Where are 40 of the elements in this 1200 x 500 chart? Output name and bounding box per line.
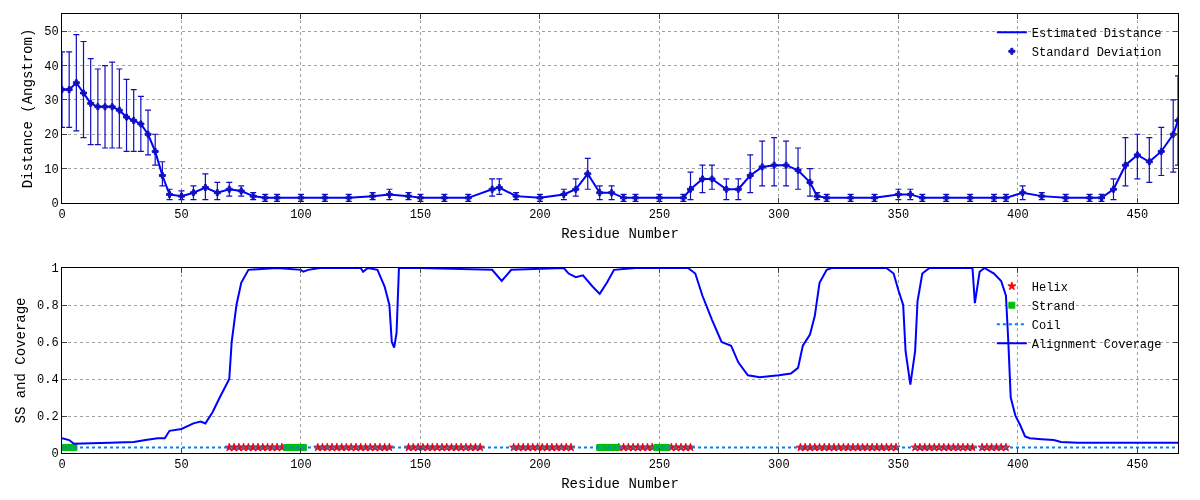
x-tick-label: 350 bbox=[887, 458, 910, 473]
x-tick-label: 400 bbox=[1007, 458, 1029, 473]
x-tick-label: 100 bbox=[290, 458, 312, 473]
x-tick-label: 250 bbox=[648, 208, 671, 223]
x-tick-label: 50 bbox=[174, 458, 189, 473]
y-axis-title: Distance (Angstrom) bbox=[19, 28, 36, 189]
x-tick-label: 450 bbox=[1126, 208, 1149, 223]
y-tick-label: 10 bbox=[44, 162, 59, 177]
y-tick-label: 0.4 bbox=[36, 373, 59, 388]
y-tick-label: 1 bbox=[51, 262, 59, 277]
legend-label: Alignment Coverage bbox=[1031, 337, 1162, 352]
x-tick-label: 250 bbox=[648, 458, 671, 473]
x-axis-title: Residue Number bbox=[561, 475, 679, 492]
x-axis-title: Residue Number bbox=[561, 225, 679, 242]
y-tick-label: 40 bbox=[44, 59, 59, 74]
legend-label: Standard Deviation bbox=[1031, 45, 1162, 60]
y-tick-label: 0.8 bbox=[36, 299, 59, 314]
legend-label: Coil bbox=[1031, 318, 1061, 333]
x-tick-label: 150 bbox=[409, 208, 432, 223]
x-tick-label: 200 bbox=[529, 458, 551, 473]
x-tick-label: 300 bbox=[768, 208, 790, 223]
x-tick-label: 50 bbox=[174, 208, 189, 223]
y-tick-label: 0.2 bbox=[36, 410, 59, 425]
x-tick-label: 400 bbox=[1007, 208, 1029, 223]
legend-label: Estimated Distance bbox=[1031, 26, 1162, 41]
x-tick-label: 100 bbox=[290, 208, 312, 223]
x-tick-label: 300 bbox=[768, 458, 790, 473]
y-tick-label: 30 bbox=[44, 94, 59, 109]
x-tick-label: 350 bbox=[887, 208, 910, 223]
y-tick-label: 0.6 bbox=[36, 336, 59, 351]
y-tick-label: 50 bbox=[44, 25, 59, 40]
y-tick-label: 0 bbox=[51, 197, 59, 212]
x-tick-label: 150 bbox=[409, 458, 432, 473]
y-tick-label: 20 bbox=[44, 128, 59, 143]
x-tick-label: 450 bbox=[1126, 458, 1149, 473]
x-tick-label: 200 bbox=[529, 208, 551, 223]
y-axis-title: SS and Coverage bbox=[12, 297, 29, 424]
legend-label: Helix bbox=[1031, 280, 1068, 295]
y-tick-label: 0 bbox=[51, 447, 59, 462]
legend-label: Strand bbox=[1031, 299, 1076, 314]
